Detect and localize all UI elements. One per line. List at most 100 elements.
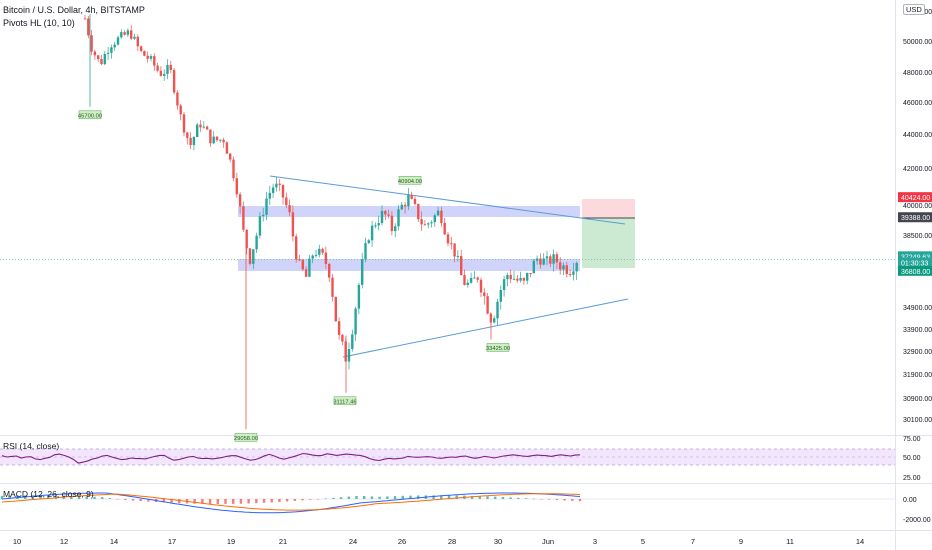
candle-body[interactable] [529, 273, 532, 275]
candle-body[interactable] [506, 274, 509, 280]
candle-body[interactable] [255, 235, 258, 250]
candle-body[interactable] [433, 215, 436, 223]
candle-body[interactable] [265, 198, 268, 215]
candle-body[interactable] [288, 205, 291, 213]
candle-body[interactable] [271, 187, 275, 193]
candle-body[interactable] [473, 277, 476, 279]
candle-body[interactable] [367, 240, 370, 244]
candle-body[interactable] [182, 114, 186, 133]
candle-body[interactable] [106, 52, 110, 54]
candle-body[interactable] [199, 124, 202, 128]
candle-body[interactable] [235, 178, 238, 195]
candle-body[interactable] [328, 263, 331, 278]
candle-body[interactable] [324, 252, 328, 264]
candle-body[interactable] [298, 259, 301, 261]
candle-body[interactable] [153, 56, 156, 66]
candle-body[interactable] [572, 271, 575, 275]
candle-body[interactable] [258, 216, 262, 236]
candle-body[interactable] [483, 292, 486, 297]
candle-body[interactable] [186, 132, 189, 138]
support-zone[interactable] [238, 259, 580, 271]
candle-body[interactable] [384, 210, 387, 215]
candle-body[interactable] [559, 262, 562, 270]
candle-body[interactable] [469, 277, 473, 283]
candle-body[interactable] [555, 254, 559, 263]
resistance-zone[interactable] [238, 206, 580, 217]
candle-body[interactable] [364, 243, 367, 260]
candle-body[interactable] [245, 229, 248, 249]
candle-body[interactable] [130, 30, 133, 39]
candle-body[interactable] [390, 215, 394, 232]
candle-body[interactable] [374, 225, 377, 227]
candle-body[interactable] [463, 275, 466, 285]
macd-layer[interactable] [0, 492, 582, 514]
candle-body[interactable] [169, 64, 172, 70]
candle-body[interactable] [410, 194, 413, 199]
candle-body[interactable] [496, 301, 499, 319]
candle-body[interactable] [347, 349, 351, 362]
candle-body[interactable] [242, 206, 245, 230]
candle-body[interactable] [532, 260, 535, 274]
candle-body[interactable] [446, 234, 450, 244]
candle-body[interactable] [539, 258, 542, 265]
candle-body[interactable] [295, 236, 298, 260]
candle-body[interactable] [354, 308, 357, 335]
candle-body[interactable] [103, 53, 106, 65]
candle-body[interactable] [430, 222, 433, 224]
candle-body[interactable] [291, 212, 295, 237]
candle-body[interactable] [110, 47, 113, 53]
candle-body[interactable] [268, 192, 271, 199]
candle-body[interactable] [252, 249, 255, 264]
candle-body[interactable] [205, 126, 209, 130]
candle-body[interactable] [341, 334, 344, 342]
candle-body[interactable] [370, 225, 374, 241]
candle-body[interactable] [120, 32, 123, 38]
candle-body[interactable] [443, 222, 446, 235]
candle-body[interactable] [314, 254, 318, 256]
macd-title[interactable]: MACD (12, 26, close, 9) [3, 489, 94, 499]
candle-body[interactable] [248, 248, 252, 264]
candle-body[interactable] [212, 136, 215, 144]
candle-body[interactable] [202, 126, 205, 128]
candle-body[interactable] [512, 278, 516, 280]
candle-body[interactable] [334, 296, 337, 322]
rsi-layer[interactable] [1, 452, 581, 464]
candle-body[interactable] [285, 197, 288, 206]
candle-body[interactable] [90, 35, 93, 52]
candle-body[interactable] [225, 142, 229, 154]
candle-body[interactable] [456, 256, 460, 258]
candle-body[interactable] [232, 159, 235, 179]
lower-trendline[interactable] [342, 298, 629, 358]
candle-body[interactable] [509, 274, 512, 280]
candle-body[interactable] [219, 139, 222, 141]
candle-body[interactable] [87, 18, 90, 36]
candle-body[interactable] [486, 296, 489, 314]
candle-body[interactable] [100, 59, 103, 65]
candle-body[interactable] [133, 36, 136, 39]
candle-body[interactable] [156, 65, 159, 71]
upper-trendline[interactable] [269, 175, 626, 225]
candle-body[interactable] [83, 18, 87, 20]
candle-body[interactable] [479, 279, 483, 293]
rsi-title[interactable]: RSI (14, close) [3, 441, 60, 451]
candle-body[interactable] [321, 248, 324, 253]
candle-body[interactable] [278, 183, 281, 185]
candle-body[interactable] [565, 265, 568, 275]
candle-body[interactable] [403, 204, 407, 207]
candle-body[interactable] [519, 278, 522, 281]
candle-body[interactable] [400, 204, 403, 210]
candle-body[interactable] [526, 273, 529, 281]
candle-body[interactable] [123, 32, 126, 35]
candle-body[interactable] [262, 214, 265, 217]
candle-body[interactable] [562, 265, 565, 270]
candle-body[interactable] [377, 223, 380, 226]
candle-body[interactable] [116, 37, 120, 45]
candle-body[interactable] [143, 51, 146, 56]
candle-body[interactable] [413, 198, 417, 204]
candle-body[interactable] [189, 137, 192, 145]
candle-body[interactable] [136, 36, 139, 47]
candle-body[interactable] [126, 30, 130, 35]
candle-body[interactable] [146, 55, 149, 59]
candle-body[interactable] [351, 334, 354, 350]
